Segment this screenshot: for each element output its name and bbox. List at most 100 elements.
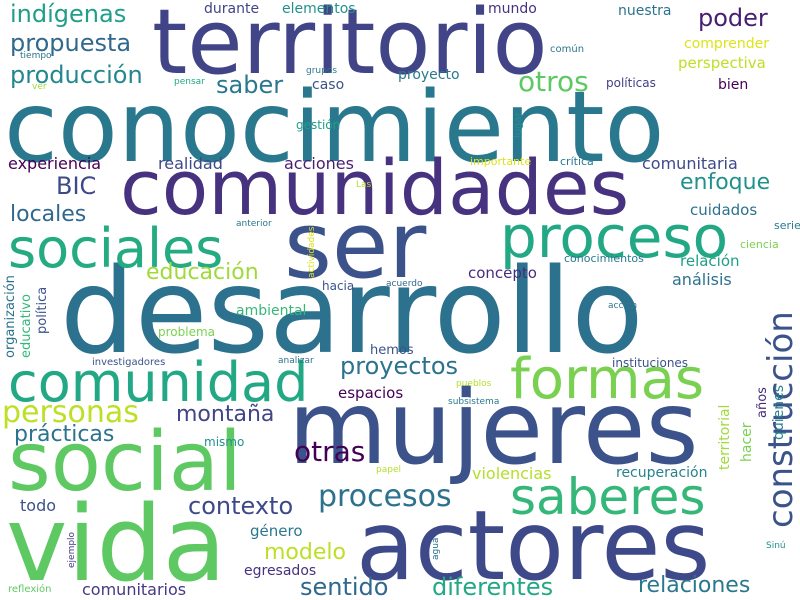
word-analizar: analizar (278, 356, 314, 366)
word-produccion: producción (10, 61, 143, 89)
word-acuerdo: acuerdo (386, 279, 423, 289)
word-comunidad: comunidad (8, 351, 309, 414)
word-elementos: elementos (282, 1, 356, 17)
word-vida: vida (6, 483, 227, 600)
word-politica: política (35, 286, 50, 334)
word-importante: importante (470, 155, 532, 168)
word-comun: común (550, 44, 585, 55)
word-relaciones: relaciones (638, 573, 751, 598)
word-durante: durante (204, 1, 260, 17)
word-quienes: quienes (771, 384, 787, 440)
word-personas: personas (2, 395, 139, 430)
word-hacia: hacia (322, 279, 355, 293)
word-educativo: educativo (19, 294, 34, 358)
word-saber: saber (216, 71, 284, 99)
word-concepto: concepto (468, 264, 537, 282)
word-genero: género (250, 522, 303, 540)
word-ejemplo: ejemplo (67, 531, 77, 568)
word-subsistema: subsistema (448, 397, 500, 407)
word-perspectiva: perspectiva (678, 54, 766, 72)
word-mujeres: mujeres (288, 369, 699, 488)
word-instituciones: instituciones (612, 356, 689, 370)
word-actividades: actividades (307, 226, 317, 279)
word-problema: problema (158, 325, 216, 339)
word-territorio: territorio (152, 0, 548, 95)
word-organizacion: organización (3, 275, 18, 358)
word-propuesta: propuesta (10, 29, 132, 57)
word-sinu: Sinú (766, 541, 786, 551)
word-montana: montaña (176, 402, 275, 427)
word-serie: serie (774, 219, 800, 232)
word-comunidades: comunidades (120, 143, 630, 232)
word-politicas: políticas (606, 76, 656, 90)
word-realidad: realidad (158, 154, 223, 173)
word-relacion: relación (680, 252, 740, 270)
word-otros: otros (518, 65, 589, 98)
word-contexto: contexto (188, 492, 294, 520)
word-conocimiento: conocimiento (4, 71, 665, 185)
word-comunitarios: comunitarios (82, 580, 187, 599)
word-mismo: mismo (204, 435, 245, 449)
word-locales: locales (10, 202, 87, 227)
word-todo: todo (20, 496, 57, 515)
word-social: social (8, 415, 242, 510)
word-indigenas: indígenas (10, 0, 127, 28)
word-poder: poder (698, 4, 768, 32)
word-diferentes: diferentes (432, 573, 554, 600)
word-anos: años (755, 387, 770, 418)
word-experiencia: experiencia (8, 154, 102, 173)
word-hemos: hemos (370, 343, 414, 358)
word-analisis: análisis (672, 270, 732, 289)
word-modelo: modelo (264, 540, 346, 565)
word-formas: formas (510, 347, 705, 412)
word-investigadores: investigadores (92, 357, 166, 368)
word-lugar: lugar (513, 112, 524, 138)
word-violencias: violencias (472, 464, 552, 483)
word-hacer: hacer (739, 422, 755, 462)
word-egresados: egresados (244, 563, 317, 579)
word-comunitaria: comunitaria (642, 154, 738, 173)
word-comprender: comprender (684, 36, 769, 52)
word-papel: papel (376, 465, 401, 475)
word-anterior: anterior (236, 219, 272, 229)
word-acciones: acciones (284, 154, 354, 173)
word-caso: caso (312, 77, 345, 93)
word-pueblos: pueblos (456, 379, 492, 389)
word-grupos: grupos (306, 66, 338, 76)
word-pensar: pensar (174, 77, 205, 87)
word-territorial: territorial (717, 404, 733, 470)
word-proceso: proceso (500, 203, 729, 271)
word-conocimientos: conocimientos (564, 252, 644, 265)
word-ambiental: ambiental (236, 303, 307, 319)
word-ciencia: ciencia (740, 238, 779, 251)
word-procesos: procesos (318, 479, 452, 514)
word-otras: otras (294, 435, 366, 468)
word-saberes: saberes (510, 468, 706, 526)
word-ver: ver (32, 82, 47, 92)
word-actores: actores (356, 490, 711, 600)
word-recuperacion: recuperación (616, 465, 708, 481)
word-sociales: sociales (8, 217, 224, 280)
word-desarrollo: desarrollo (60, 242, 644, 380)
word-reflexion: reflexión (8, 584, 52, 595)
word-practicas: prácticas (14, 422, 115, 447)
word-enfoque: enfoque (680, 170, 771, 195)
word-bien: bien (718, 77, 749, 93)
word-agua: agua (431, 537, 441, 560)
word-mundo: mundo (488, 1, 537, 17)
word-proyecto: proyecto (398, 67, 460, 83)
word-tiempo: tiempo (20, 51, 52, 61)
word-ser: ser (284, 192, 427, 299)
word-bic: BIC (56, 172, 97, 200)
word-cuidados: cuidados (690, 201, 758, 219)
word-critica: crítica (560, 155, 594, 168)
word-sentido: sentido (300, 573, 389, 600)
word-las: Las (356, 180, 372, 190)
word-educacion: educación (146, 260, 259, 285)
word-espacios: espacios (338, 384, 404, 402)
word-gestion: gestión (296, 118, 341, 132)
word-accion: acción (608, 301, 638, 311)
word-proyectos: proyectos (340, 352, 459, 380)
word-nuestra: nuestra (618, 3, 672, 19)
